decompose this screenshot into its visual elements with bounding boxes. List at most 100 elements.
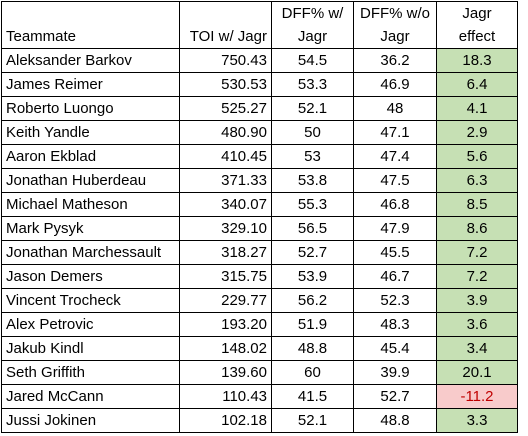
teammate-cell: Seth Griffith — [1, 360, 180, 385]
dff-with-cell: 54.5 — [271, 48, 354, 73]
table-row: Roberto Luongo 525.27 52.1 48 4.1 — [1, 96, 518, 121]
dff-without-cell: 45.4 — [353, 336, 437, 361]
teammate-cell: Mark Pysyk — [1, 216, 180, 241]
dff-without-cell: 45.5 — [353, 240, 437, 265]
teammate-cell: James Reimer — [1, 72, 180, 97]
teammate-cell: Aaron Ekblad — [1, 144, 180, 169]
header-dff-without: DFF% w/o Jagr — [353, 1, 437, 49]
dff-without-cell: 52.7 — [353, 384, 437, 409]
table-row: Jonathan Huberdeau 371.33 53.8 47.5 6.3 — [1, 168, 518, 193]
teammate-cell: Jason Demers — [1, 264, 180, 289]
jagr-effect-table: Teammate TOI w/ Jagr DFF% w/ Jagr DFF% w… — [1, 1, 518, 433]
dff-with-cell: 48.8 — [271, 336, 354, 361]
dff-without-cell: 47.1 — [353, 120, 437, 145]
table-row: Jakub Kindl 148.02 48.8 45.4 3.4 — [1, 336, 518, 361]
jagr-effect-cell: 7.2 — [436, 264, 518, 289]
toi-cell: 525.27 — [179, 96, 272, 121]
teammate-cell: Keith Yandle — [1, 120, 180, 145]
teammate-cell: Alex Petrovic — [1, 312, 180, 337]
dff-with-cell: 55.3 — [271, 192, 354, 217]
table-row: Alex Petrovic 193.20 51.9 48.3 3.6 — [1, 312, 518, 337]
dff-with-cell: 53.8 — [271, 168, 354, 193]
toi-cell: 139.60 — [179, 360, 272, 385]
table-row: Jonathan Marchessault 318.27 52.7 45.5 7.2 — [1, 240, 518, 265]
teammate-cell: Aleksander Barkov — [1, 48, 180, 73]
toi-cell: 371.33 — [179, 168, 272, 193]
header-toi: TOI w/ Jagr — [179, 1, 272, 49]
toi-cell: 102.18 — [179, 408, 272, 433]
jagr-effect-cell: -11.2 — [436, 384, 518, 409]
dff-with-cell: 53 — [271, 144, 354, 169]
dff-without-cell: 36.2 — [353, 48, 437, 73]
toi-cell: 193.20 — [179, 312, 272, 337]
toi-cell: 229.77 — [179, 288, 272, 313]
table-row: Mark Pysyk 329.10 56.5 47.9 8.6 — [1, 216, 518, 241]
table-row: Vincent Trocheck 229.77 56.2 52.3 3.9 — [1, 288, 518, 313]
header-effect-line1: Jagr — [462, 5, 492, 22]
jagr-effect-cell: 4.1 — [436, 96, 518, 121]
dff-with-cell: 41.5 — [271, 384, 354, 409]
dff-with-cell: 53.3 — [271, 72, 354, 97]
toi-cell: 750.43 — [179, 48, 272, 73]
table-row: Jared McCann 110.43 41.5 52.7 -11.2 — [1, 384, 518, 409]
jagr-effect-cell: 7.2 — [436, 240, 518, 265]
header-dff-with-line1: DFF% w/ — [281, 5, 344, 22]
dff-with-cell: 52.1 — [271, 408, 354, 433]
table-row: Keith Yandle 480.90 50 47.1 2.9 — [1, 120, 518, 145]
header-dff-with: DFF% w/ Jagr — [271, 1, 354, 49]
jagr-effect-cell: 3.4 — [436, 336, 518, 361]
header-row: Teammate TOI w/ Jagr DFF% w/ Jagr DFF% w… — [1, 1, 518, 49]
teammate-cell: Jonathan Huberdeau — [1, 168, 180, 193]
dff-without-cell: 47.4 — [353, 144, 437, 169]
table-row: James Reimer 530.53 53.3 46.9 6.4 — [1, 72, 518, 97]
dff-with-cell: 56.2 — [271, 288, 354, 313]
header-dff-without-line2: Jagr — [380, 28, 410, 45]
header-dff-with-line2: Jagr — [297, 28, 328, 45]
jagr-effect-cell: 6.3 — [436, 168, 518, 193]
dff-without-cell: 48 — [353, 96, 437, 121]
jagr-effect-cell: 20.1 — [436, 360, 518, 385]
dff-with-cell: 52.7 — [271, 240, 354, 265]
table-row: Seth Griffith 139.60 60 39.9 20.1 — [1, 360, 518, 385]
table-row: Jason Demers 315.75 53.9 46.7 7.2 — [1, 264, 518, 289]
jagr-effect-cell: 2.9 — [436, 120, 518, 145]
header-effect: Jagr effect — [436, 1, 518, 49]
jagr-effect-cell: 3.6 — [436, 312, 518, 337]
table-row: Aaron Ekblad 410.45 53 47.4 5.6 — [1, 144, 518, 169]
dff-without-cell: 39.9 — [353, 360, 437, 385]
dff-without-cell: 52.3 — [353, 288, 437, 313]
jagr-effect-cell: 3.9 — [436, 288, 518, 313]
teammate-cell: Roberto Luongo — [1, 96, 180, 121]
table-header: Teammate TOI w/ Jagr DFF% w/ Jagr DFF% w… — [1, 1, 518, 49]
header-teammate-label: Teammate — [6, 28, 77, 45]
dff-with-cell: 51.9 — [271, 312, 354, 337]
jagr-effect-cell: 18.3 — [436, 48, 518, 73]
dff-without-cell: 46.7 — [353, 264, 437, 289]
dff-with-cell: 53.9 — [271, 264, 354, 289]
jagr-effect-cell: 6.4 — [436, 72, 518, 97]
toi-cell: 340.07 — [179, 192, 272, 217]
toi-cell: 329.10 — [179, 216, 272, 241]
teammate-cell: Jonathan Marchessault — [1, 240, 180, 265]
toi-cell: 110.43 — [179, 384, 272, 409]
dff-with-cell: 56.5 — [271, 216, 354, 241]
header-toi-label: TOI w/ Jagr — [189, 28, 267, 45]
dff-without-cell: 48.3 — [353, 312, 437, 337]
teammate-cell: Jakub Kindl — [1, 336, 180, 361]
dff-without-cell: 46.8 — [353, 192, 437, 217]
jagr-effect-cell: 8.5 — [436, 192, 518, 217]
toi-cell: 148.02 — [179, 336, 272, 361]
header-dff-without-line1: DFF% w/o — [359, 5, 430, 22]
dff-with-cell: 50 — [271, 120, 354, 145]
teammate-cell: Jared McCann — [1, 384, 180, 409]
toi-cell: 318.27 — [179, 240, 272, 265]
jagr-effect-cell: 8.6 — [436, 216, 518, 241]
table-row: Aleksander Barkov 750.43 54.5 36.2 18.3 — [1, 48, 518, 73]
teammate-cell: Vincent Trocheck — [1, 288, 180, 313]
jagr-effect-cell: 3.3 — [436, 408, 518, 433]
header-effect-line2: effect — [458, 28, 496, 45]
toi-cell: 480.90 — [179, 120, 272, 145]
dff-without-cell: 47.9 — [353, 216, 437, 241]
dff-without-cell: 46.9 — [353, 72, 437, 97]
dff-without-cell: 47.5 — [353, 168, 437, 193]
